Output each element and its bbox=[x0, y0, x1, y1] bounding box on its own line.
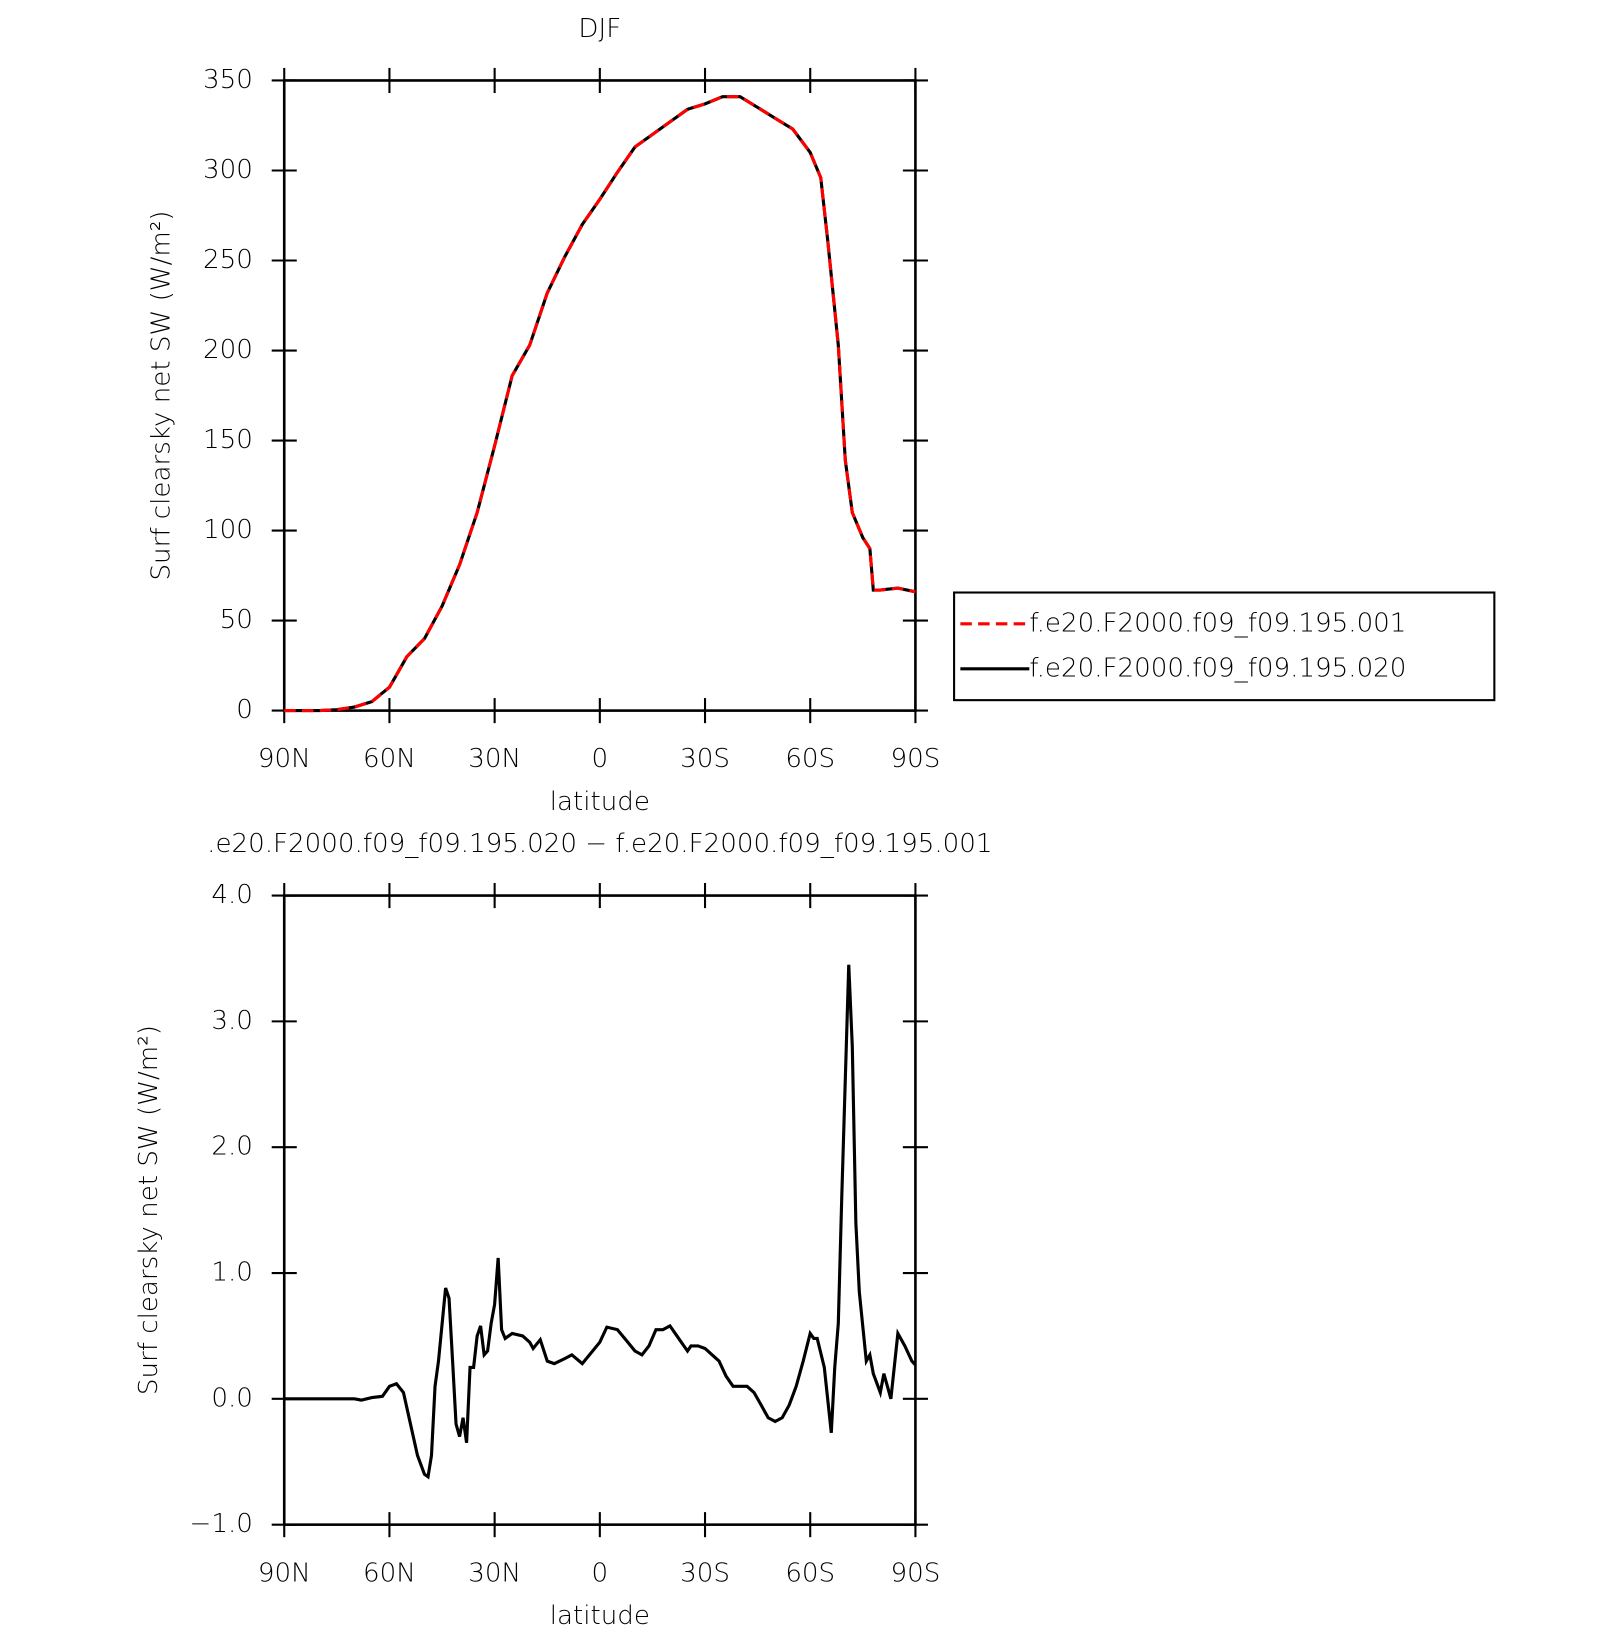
y-tick-label: 300 bbox=[203, 155, 253, 185]
data-line bbox=[284, 964, 917, 1480]
x-tick-label: 0 bbox=[592, 1558, 609, 1588]
x-tick-label: 30S bbox=[680, 744, 730, 774]
y-axis-label: Surf clearsky net SW (W/m²) bbox=[134, 1025, 164, 1395]
y-tick-label: −1.0 bbox=[189, 1509, 252, 1539]
x-tick-label: 90N bbox=[258, 1558, 311, 1588]
x-tick-label: 60S bbox=[785, 744, 835, 774]
y-tick-label: 4.0 bbox=[211, 880, 253, 910]
y-tick-label: 150 bbox=[203, 425, 253, 455]
legend-box bbox=[953, 591, 1496, 702]
plot-frame bbox=[282, 894, 917, 1526]
x-tick-label: 60S bbox=[785, 1558, 835, 1588]
chart-title: DJF bbox=[578, 14, 621, 44]
y-axis-label: Surf clearsky net SW (W/m²) bbox=[146, 211, 176, 581]
chart-title: .e20.F2000.f09_f09.195.020 − f.e20.F2000… bbox=[207, 829, 992, 859]
x-tick-label: 30S bbox=[680, 1558, 730, 1588]
x-tick-label: 30N bbox=[468, 1558, 521, 1588]
y-tick-label: 350 bbox=[203, 65, 253, 95]
y-tick-label: 100 bbox=[203, 515, 253, 545]
x-axis-label: latitude bbox=[550, 787, 650, 817]
y-tick-label: 2.0 bbox=[211, 1132, 253, 1162]
y-tick-label: 200 bbox=[203, 335, 253, 365]
x-tick-label: 60N bbox=[363, 1558, 416, 1588]
y-tick-label: 1.0 bbox=[211, 1258, 253, 1288]
x-tick-label: 30N bbox=[468, 744, 521, 774]
x-axis-label: latitude bbox=[550, 1601, 650, 1631]
legend-label: f.e20.F2000.f09_f09.195.020 bbox=[1029, 653, 1406, 683]
y-tick-label: 50 bbox=[220, 605, 253, 635]
plot-frame bbox=[282, 79, 917, 712]
legend-label: f.e20.F2000.f09_f09.195.001 bbox=[1029, 608, 1406, 638]
x-tick-label: 90N bbox=[258, 744, 311, 774]
y-tick-label: 0 bbox=[236, 695, 253, 725]
y-tick-label: 3.0 bbox=[211, 1006, 253, 1036]
x-tick-label: 60N bbox=[363, 744, 416, 774]
x-tick-label: 90S bbox=[891, 1558, 941, 1588]
x-tick-label: 0 bbox=[592, 744, 609, 774]
figure: DJF latitude Surf clearsky net SW (W/m²) 90… bbox=[134, 14, 1496, 1631]
y-tick-label: 0.0 bbox=[211, 1383, 253, 1413]
y-tick-label: 250 bbox=[203, 245, 253, 275]
x-tick-label: 90S bbox=[891, 744, 941, 774]
data-line bbox=[284, 95, 916, 713]
